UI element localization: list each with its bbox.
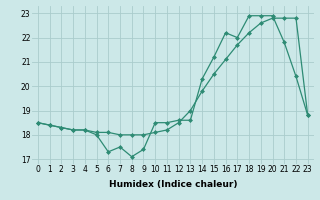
X-axis label: Humidex (Indice chaleur): Humidex (Indice chaleur) bbox=[108, 180, 237, 189]
